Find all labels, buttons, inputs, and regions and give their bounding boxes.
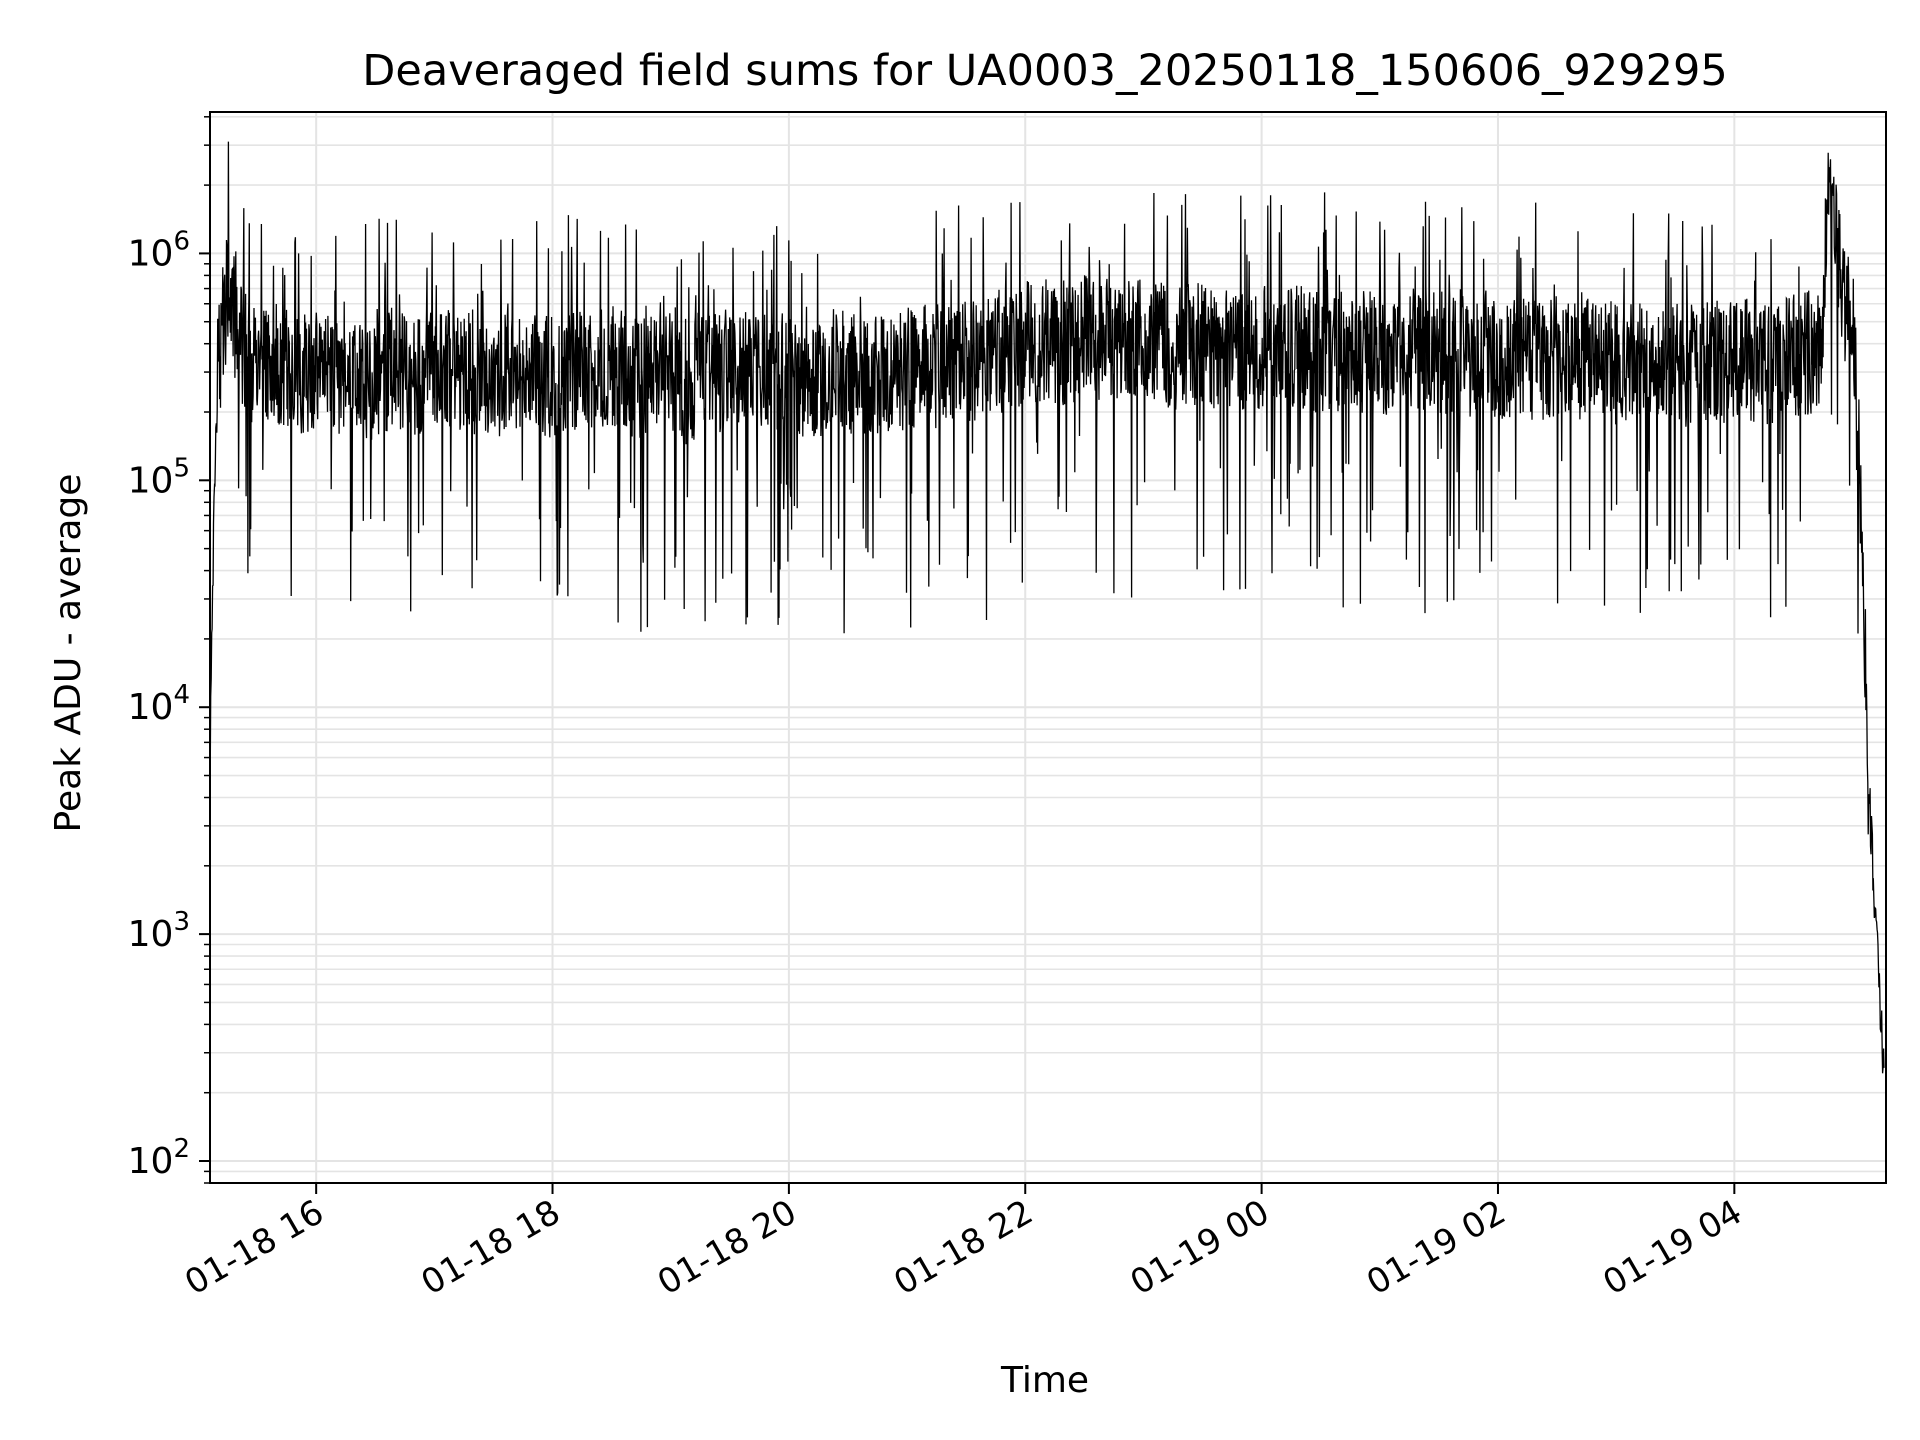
y-axis: 102 103 104 105 106 xyxy=(128,116,210,1184)
y-axis-label: Peak ADU - average xyxy=(48,474,89,833)
grid xyxy=(210,112,1886,1184)
series-line xyxy=(209,141,1885,1074)
plot-frame xyxy=(209,111,1887,1184)
y-tick-label: 103 xyxy=(128,907,190,955)
y-tick-label: 105 xyxy=(128,453,190,501)
chart-title: Deaveraged field sums for UA0003_2025011… xyxy=(362,46,1727,96)
y-tick-label: 102 xyxy=(128,1134,190,1182)
y-tick-label: 106 xyxy=(128,226,190,274)
x-axis-label: Time xyxy=(1000,1360,1089,1401)
y-tick-label: 104 xyxy=(128,680,190,728)
